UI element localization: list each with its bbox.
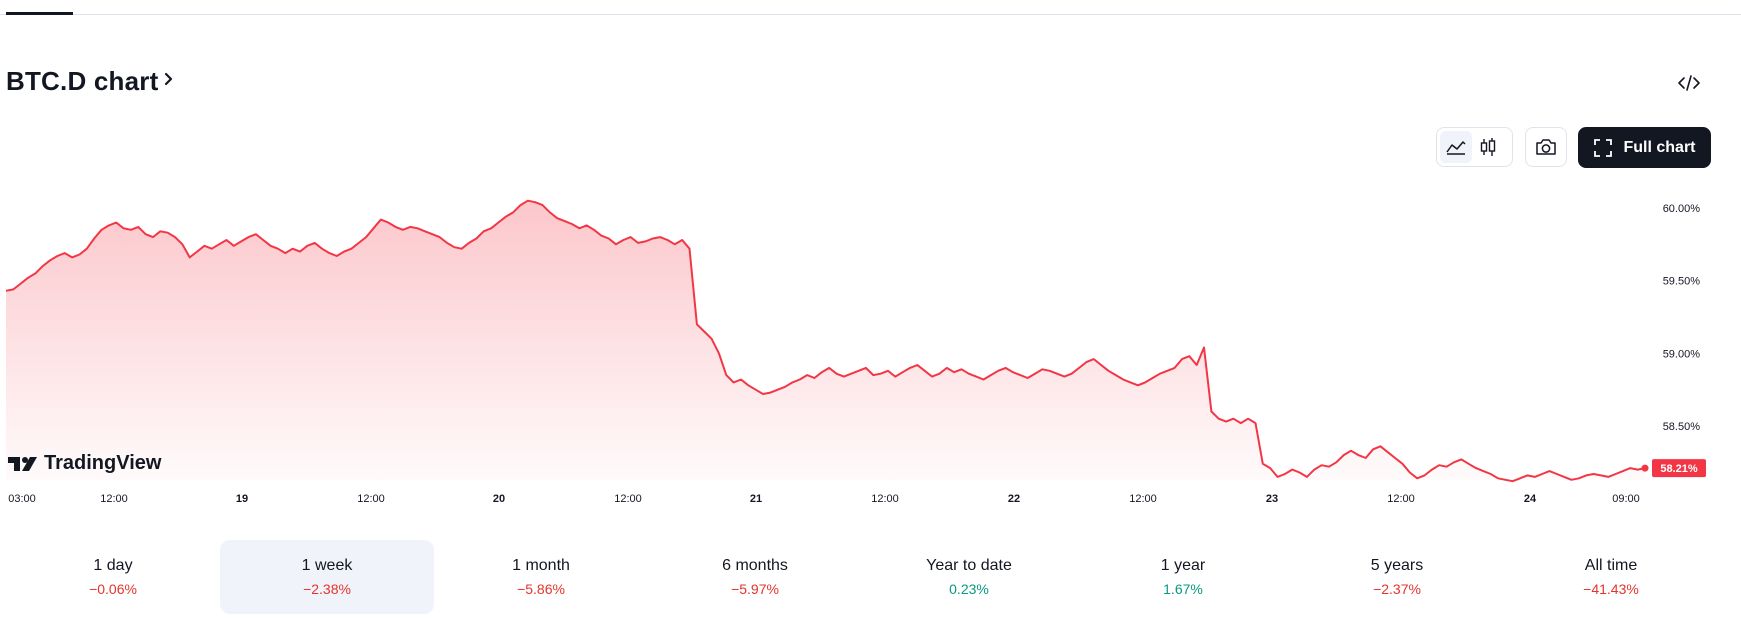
- period-change: −41.43%: [1583, 581, 1639, 597]
- period-tab-6-months[interactable]: 6 months −5.97%: [648, 540, 862, 614]
- x-tick-label: 20: [493, 493, 505, 505]
- last-value-label: 58.21%: [1660, 463, 1698, 475]
- chart-title-link[interactable]: BTC.D chart: [6, 66, 174, 97]
- y-tick-label: 60.00%: [1663, 203, 1701, 215]
- code-embed-icon[interactable]: [1675, 71, 1703, 95]
- full-chart-label: Full chart: [1623, 138, 1696, 156]
- chevron-right-icon: [164, 71, 174, 92]
- series-area-fill: [6, 200, 1645, 482]
- series-line: [5, 199, 1646, 483]
- period-tab-1-day[interactable]: 1 day −0.06%: [6, 540, 220, 614]
- period-tab-1-week[interactable]: 1 week −2.38%: [220, 540, 434, 614]
- area-chart-icon[interactable]: [1440, 131, 1472, 163]
- x-tick-label: 12:00: [100, 493, 128, 505]
- last-value-marker: [1641, 464, 1649, 472]
- period-tab-1-month[interactable]: 1 month −5.86%: [434, 540, 648, 614]
- tradingview-logo-icon: [8, 456, 37, 471]
- period-label: All time: [1584, 557, 1638, 574]
- period-change: 0.23%: [949, 581, 989, 597]
- period-tab-5-years[interactable]: 5 years −2.37%: [1290, 540, 1504, 614]
- period-change: −0.06%: [89, 581, 137, 597]
- x-tick-label: 12:00: [1387, 493, 1415, 505]
- period-selector: 1 day −0.06% 1 week −2.38% 1 month −5.86% 6 mo…: [6, 540, 1718, 614]
- period-change: −2.38%: [303, 581, 351, 597]
- last-value-badge: 58.21%: [1652, 459, 1706, 478]
- period-tab-1-year[interactable]: 1 year 1.67%: [1076, 540, 1290, 614]
- period-label: 1 day: [93, 557, 133, 574]
- x-tick-label: 12:00: [357, 493, 385, 505]
- y-tick-label: 58.50%: [1663, 421, 1701, 433]
- period-label: 5 years: [1370, 557, 1424, 574]
- period-tab-year-to-date[interactable]: Year to date 0.23%: [862, 540, 1076, 614]
- watermark-text: TradingView: [44, 452, 162, 474]
- x-tick-label: 19: [236, 493, 248, 505]
- period-change: −5.97%: [731, 581, 779, 597]
- x-tick-label: 24: [1524, 493, 1537, 505]
- x-tick-label: 09:00: [1612, 493, 1640, 505]
- page-title: BTC.D chart: [6, 66, 159, 96]
- tradingview-watermark: TradingView: [8, 452, 161, 475]
- x-tick-label: 12:00: [1129, 493, 1157, 505]
- period-label: 1 year: [1160, 557, 1206, 574]
- period-change: −5.86%: [517, 581, 565, 597]
- period-change: 1.67%: [1163, 581, 1203, 597]
- full-chart-button[interactable]: Full chart: [1578, 127, 1711, 168]
- period-label: 6 months: [722, 557, 788, 574]
- period-label: Year to date: [926, 557, 1012, 574]
- y-tick-label: 59.50%: [1663, 276, 1701, 288]
- candles-icon[interactable]: [1472, 131, 1504, 163]
- period-tab-all-time[interactable]: All time −41.43%: [1504, 540, 1718, 614]
- fullscreen-icon: [1594, 138, 1613, 157]
- x-tick-label: 21: [750, 493, 762, 505]
- x-tick-label: 12:00: [871, 493, 899, 505]
- price-chart[interactable]: 60.00% 59.50% 59.00% 58.50% 03:00 12:00 19 12:…: [0, 180, 1741, 515]
- x-tick-label: 23: [1266, 493, 1278, 505]
- x-tick-label: 03:00: [8, 493, 36, 505]
- x-tick-label: 22: [1008, 493, 1020, 505]
- period-label: 1 week: [301, 557, 353, 574]
- active-tab-indicator: [6, 12, 73, 15]
- y-tick-label: 59.00%: [1663, 348, 1701, 360]
- period-label: 1 month: [512, 557, 570, 574]
- period-change: −2.37%: [1373, 581, 1421, 597]
- chart-style-toggle: [1436, 127, 1513, 167]
- camera-icon[interactable]: [1525, 127, 1567, 167]
- tab-bar-divider: [0, 14, 1741, 15]
- x-tick-label: 12:00: [614, 493, 642, 505]
